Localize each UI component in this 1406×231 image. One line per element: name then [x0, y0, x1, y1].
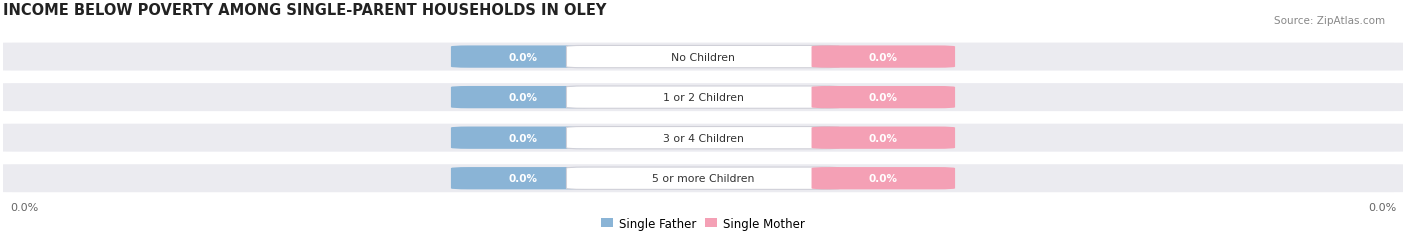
Text: INCOME BELOW POVERTY AMONG SINGLE-PARENT HOUSEHOLDS IN OLEY: INCOME BELOW POVERTY AMONG SINGLE-PARENT…	[3, 3, 606, 18]
FancyBboxPatch shape	[811, 87, 955, 109]
FancyBboxPatch shape	[567, 127, 839, 149]
FancyBboxPatch shape	[811, 46, 955, 68]
Text: No Children: No Children	[671, 52, 735, 62]
FancyBboxPatch shape	[0, 43, 1406, 71]
Text: 3 or 4 Children: 3 or 4 Children	[662, 133, 744, 143]
Text: 0.0%: 0.0%	[869, 133, 898, 143]
FancyBboxPatch shape	[0, 84, 1406, 112]
Text: 0.0%: 0.0%	[508, 52, 537, 62]
FancyBboxPatch shape	[811, 127, 955, 149]
Text: 0.0%: 0.0%	[508, 133, 537, 143]
FancyBboxPatch shape	[451, 167, 595, 190]
FancyBboxPatch shape	[451, 46, 595, 68]
FancyBboxPatch shape	[811, 167, 955, 190]
Text: 0.0%: 0.0%	[1368, 202, 1396, 212]
FancyBboxPatch shape	[451, 87, 595, 109]
Text: 0.0%: 0.0%	[508, 173, 537, 183]
FancyBboxPatch shape	[0, 164, 1406, 192]
Text: 0.0%: 0.0%	[869, 52, 898, 62]
FancyBboxPatch shape	[567, 46, 839, 68]
Text: 0.0%: 0.0%	[869, 93, 898, 103]
Legend: Single Father, Single Mother: Single Father, Single Mother	[600, 217, 806, 230]
Text: 5 or more Children: 5 or more Children	[652, 173, 754, 183]
Text: 0.0%: 0.0%	[869, 173, 898, 183]
FancyBboxPatch shape	[567, 167, 839, 190]
FancyBboxPatch shape	[451, 127, 595, 149]
FancyBboxPatch shape	[567, 87, 839, 109]
Text: 0.0%: 0.0%	[10, 202, 38, 212]
Text: 0.0%: 0.0%	[508, 93, 537, 103]
FancyBboxPatch shape	[0, 124, 1406, 152]
Text: Source: ZipAtlas.com: Source: ZipAtlas.com	[1274, 16, 1385, 26]
Text: 1 or 2 Children: 1 or 2 Children	[662, 93, 744, 103]
